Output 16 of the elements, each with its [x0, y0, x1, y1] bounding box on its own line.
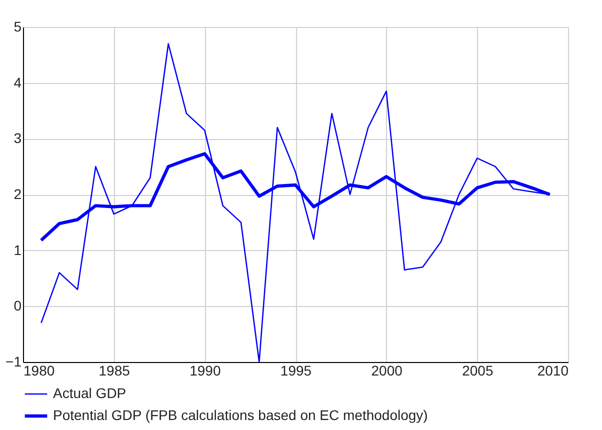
x-tick-label: 2010 [537, 362, 569, 378]
y-tick-label: 4 [14, 74, 22, 90]
y-tick-label: 0 [14, 298, 22, 314]
y-tick-label: 3 [14, 130, 22, 146]
legend-label: Potential GDP (FPB calculations based on EC methodology) [53, 407, 428, 423]
x-tick-label: 2000 [371, 362, 403, 378]
legend-label: Actual GDP [53, 385, 126, 401]
x-tick-label: 1980 [24, 362, 55, 378]
y-tick-label: −1 [6, 354, 22, 370]
x-tick-label: 1985 [98, 362, 130, 378]
y-tick-label: 1 [14, 242, 22, 258]
y-tick-label: 5 [14, 18, 22, 34]
y-tick-label: 2 [14, 186, 22, 202]
x-tick-label: 2005 [462, 362, 494, 378]
x-tick-label: 1995 [280, 362, 312, 378]
x-tick-label: 1990 [190, 362, 221, 378]
